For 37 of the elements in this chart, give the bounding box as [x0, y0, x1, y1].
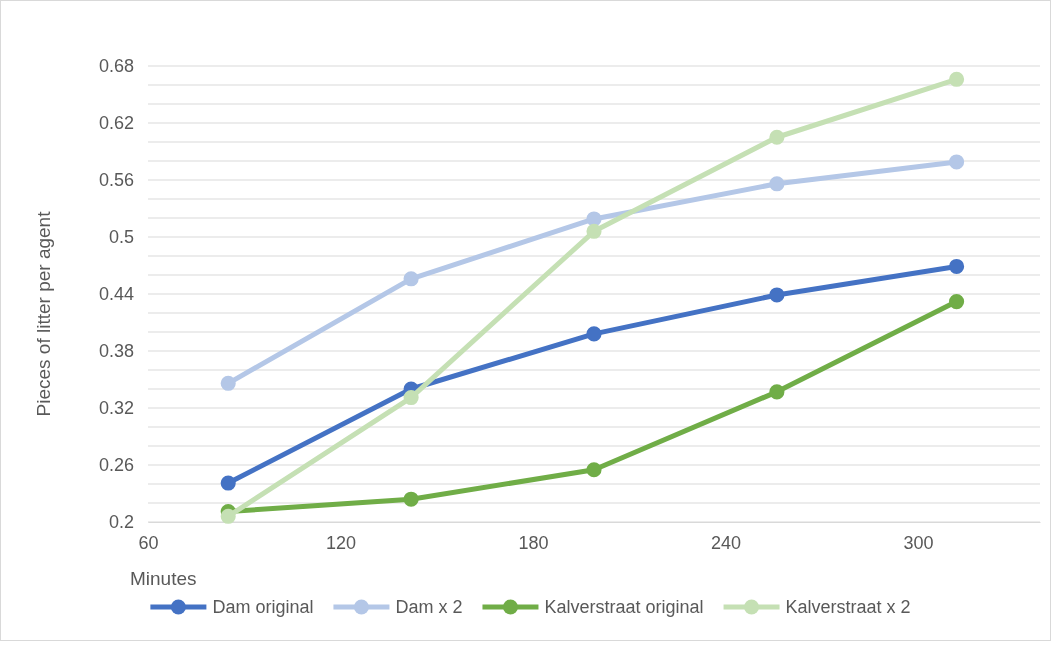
y-tick-label: 0.26 [98, 455, 134, 476]
y-tick-label: 0.38 [98, 341, 134, 362]
y-tick-label: 0.5 [108, 227, 134, 248]
x-tick-label: 240 [711, 532, 742, 553]
y-tick-label: 0.32 [98, 398, 134, 419]
y-tick-label: 0.62 [98, 113, 134, 134]
point [220, 375, 236, 391]
x-tick-label: 180 [518, 532, 549, 553]
legend-label: Kalverstraat x 2 [785, 597, 911, 618]
point [769, 384, 785, 400]
legend-label: Dam x 2 [395, 597, 463, 618]
point [403, 491, 419, 507]
point [586, 462, 602, 478]
point [949, 258, 965, 274]
point [403, 390, 419, 406]
y-tick-label: 0.56 [98, 170, 134, 191]
point [949, 71, 965, 87]
x-tick-label: 120 [325, 532, 357, 553]
legend-label: Dam original [212, 597, 314, 618]
y-tick-label: 0.68 [98, 56, 134, 77]
point [769, 129, 785, 145]
point [220, 508, 236, 524]
legend-label: Kalverstraat original [544, 597, 704, 618]
point [586, 326, 602, 342]
point [949, 294, 965, 310]
y-tick-label: 0.2 [108, 512, 134, 533]
point [586, 223, 602, 239]
y-tick-label: 0.44 [98, 284, 134, 305]
point [769, 176, 785, 192]
x-tick-label: 60 [138, 532, 159, 553]
x-tick-label: 300 [903, 532, 934, 553]
x-axis-title: Minutes [130, 568, 197, 589]
point [769, 287, 785, 303]
point [949, 154, 965, 170]
point [220, 475, 236, 491]
y-axis-title: Pieces of litter per agent [33, 210, 54, 417]
point [403, 271, 419, 287]
